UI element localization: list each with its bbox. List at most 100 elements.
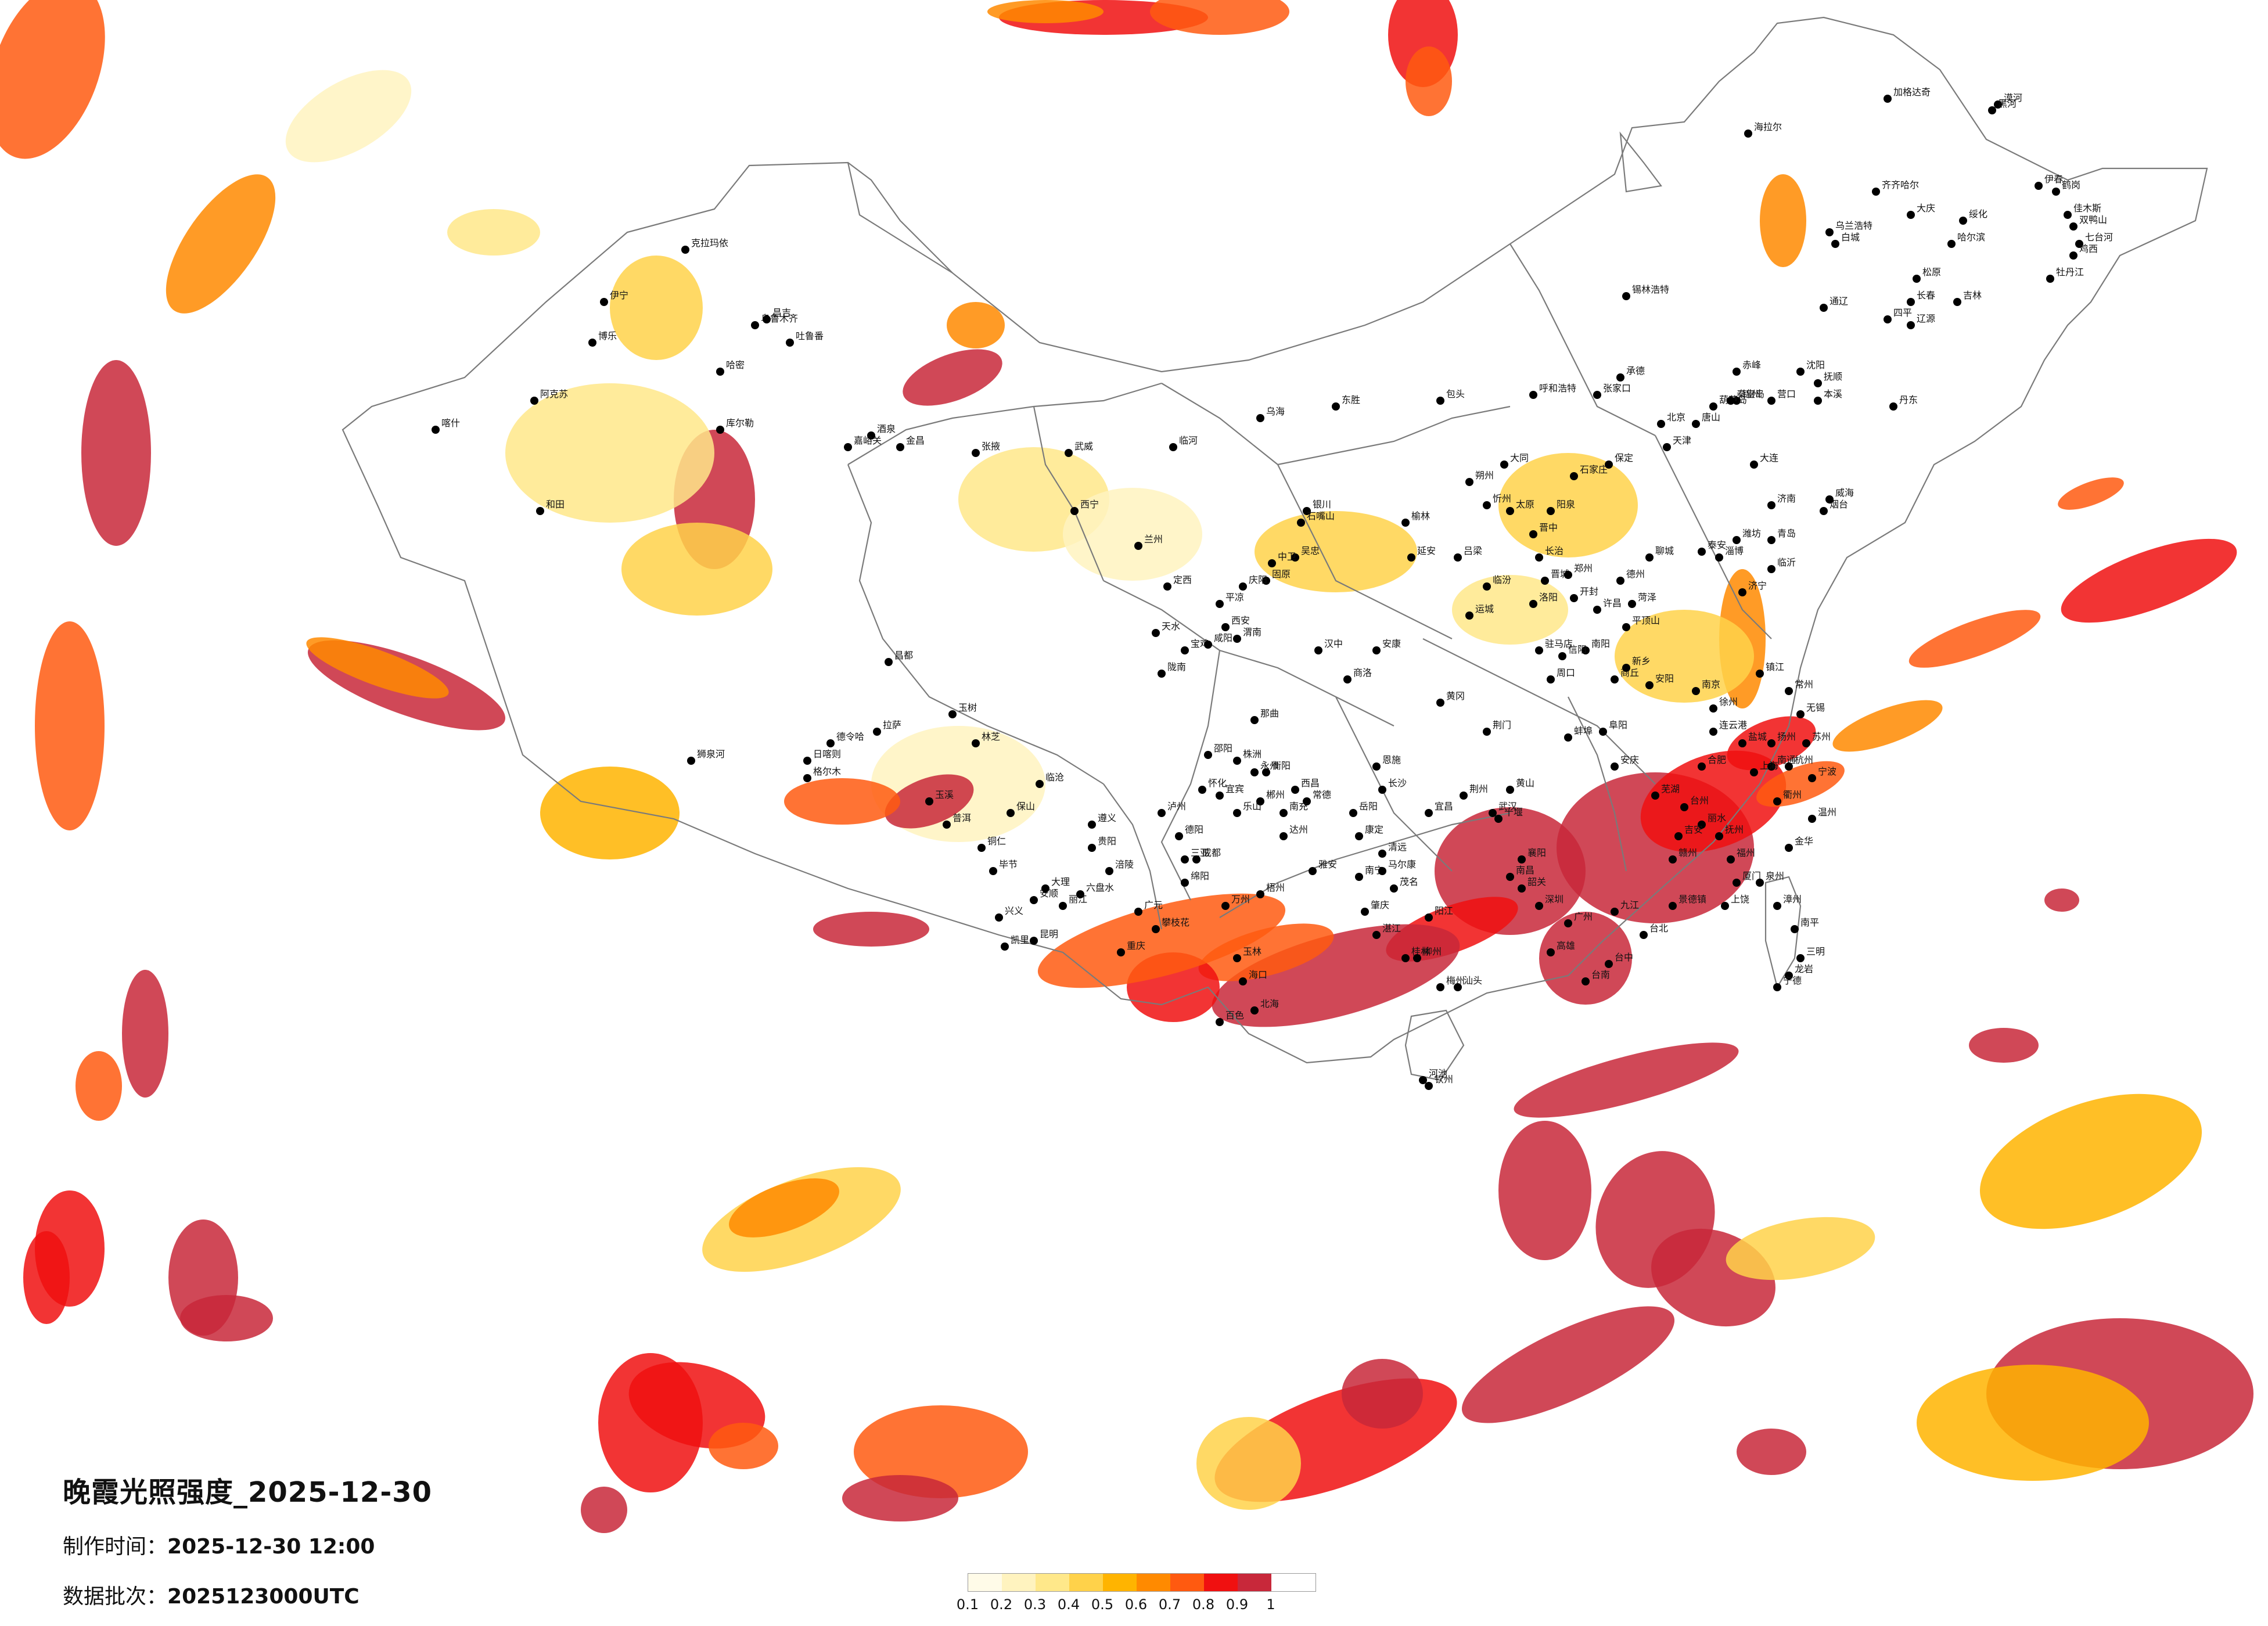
city-label: 泸州	[1167, 801, 1186, 812]
intensity-patch	[1514, 1042, 1739, 1118]
city-label: 吕梁	[1464, 545, 1482, 556]
city-dot	[1547, 675, 1555, 684]
city-label: 哈密	[726, 359, 745, 370]
city-label: 丹东	[1899, 394, 1918, 405]
city-label: 哈尔滨	[1957, 232, 1985, 243]
city-dot	[1059, 902, 1067, 910]
intensity-patch	[1832, 700, 1943, 752]
city-label: 张掖	[982, 441, 1000, 452]
city-label: 绥化	[1969, 208, 1987, 220]
city-dot	[1698, 762, 1706, 771]
city-dot	[1262, 768, 1270, 776]
city-dot	[1535, 553, 1543, 562]
city-label: 万州	[1231, 894, 1250, 905]
city-label: 高雄	[1557, 940, 1575, 951]
city-dot	[1767, 762, 1775, 771]
intensity-patch	[598, 1353, 703, 1492]
city-label: 忻州	[1493, 493, 1511, 504]
intensity-patch	[2058, 477, 2124, 510]
city-label: 喀什	[441, 418, 460, 429]
city-label: 玉树	[958, 702, 977, 713]
city-label: 酒泉	[877, 423, 896, 434]
city-label: 岳阳	[1359, 801, 1378, 812]
city-dot	[1721, 902, 1729, 910]
city-label: 武威	[1074, 441, 1093, 452]
city-label: 吉林	[1963, 290, 1982, 301]
city-dot	[1698, 821, 1706, 829]
city-dot	[588, 339, 596, 347]
border-line	[342, 16, 2208, 1064]
city-dot	[1773, 983, 1781, 991]
city-label: 沈阳	[1806, 359, 1825, 370]
city-label: 梅州	[1446, 975, 1465, 986]
city-label: 达州	[1289, 824, 1308, 835]
city-label: 包头	[1446, 388, 1465, 400]
city-dot	[1785, 972, 1793, 980]
city-dot	[1465, 611, 1473, 620]
city-dot	[1518, 855, 1526, 864]
city-label: 徐州	[1719, 696, 1738, 707]
city-dot	[1733, 879, 1741, 887]
city-label: 周口	[1557, 667, 1575, 678]
city-dot	[716, 426, 724, 434]
city-dot	[1303, 797, 1311, 805]
city-label: 福州	[1737, 847, 1755, 858]
city-dot	[1192, 855, 1201, 864]
city-dot	[1593, 606, 1601, 614]
city-label: 西安	[1231, 615, 1250, 626]
city-dot	[1256, 797, 1264, 805]
city-label: 嘉峪关	[854, 435, 882, 446]
intensity-patch	[621, 523, 772, 616]
city-label: 西宁	[1080, 499, 1099, 510]
city-dot	[925, 797, 933, 805]
city-label: 荆门	[1493, 720, 1511, 731]
city-dot	[1564, 571, 1572, 579]
legend-swatch	[1170, 1574, 1204, 1591]
city-label: 朔州	[1475, 470, 1494, 481]
city-label: 唐山	[1702, 412, 1720, 423]
city-label: 南阳	[1591, 638, 1610, 649]
city-dot	[1907, 298, 1915, 306]
city-dot	[1820, 304, 1828, 312]
city-dot	[1436, 397, 1444, 405]
city-dot	[896, 443, 904, 451]
city-dot	[1076, 890, 1084, 898]
city-dot	[1483, 501, 1491, 509]
city-dot	[1616, 373, 1624, 382]
city-dot	[1332, 402, 1340, 411]
city-label: 保定	[1615, 452, 1633, 463]
city-dot	[1657, 420, 1665, 428]
city-dot	[1582, 646, 1590, 654]
city-label: 那曲	[1260, 708, 1279, 719]
city-label: 博乐	[598, 330, 617, 341]
intensity-patch	[1461, 1306, 1675, 1423]
city-dot	[1953, 298, 1961, 306]
city-label: 蚌埠	[1574, 725, 1593, 736]
border-line	[1422, 638, 1656, 785]
intensity-patch	[903, 349, 1002, 406]
city-label: 临河	[1179, 435, 1198, 446]
batch-label: 数据批次：	[63, 1585, 168, 1609]
city-dot	[826, 739, 835, 747]
city-dot	[1489, 809, 1497, 817]
city-dot	[1628, 600, 1636, 608]
city-label: 梧州	[1266, 882, 1285, 893]
intensity-patch	[122, 970, 168, 1098]
city-label: 衡阳	[1272, 760, 1291, 771]
intensity-patch	[1726, 1217, 1875, 1280]
city-label: 格尔木	[813, 766, 841, 777]
city-label: 阿克苏	[540, 388, 568, 400]
city-dot	[1030, 896, 1038, 904]
city-dot	[1419, 1076, 1427, 1084]
city-dot	[1622, 623, 1630, 631]
city-dot	[972, 739, 980, 747]
city-label: 汉中	[1324, 638, 1343, 649]
intensity-patch	[35, 621, 105, 830]
city-dot	[1669, 902, 1677, 910]
city-label: 伊春	[2044, 174, 2063, 185]
city-dot	[1785, 844, 1793, 852]
city-dot	[1221, 902, 1230, 910]
city-label: 遵义	[1098, 812, 1116, 823]
city-dot	[867, 431, 875, 440]
sunset-intensity-layer	[0, 0, 2253, 1533]
